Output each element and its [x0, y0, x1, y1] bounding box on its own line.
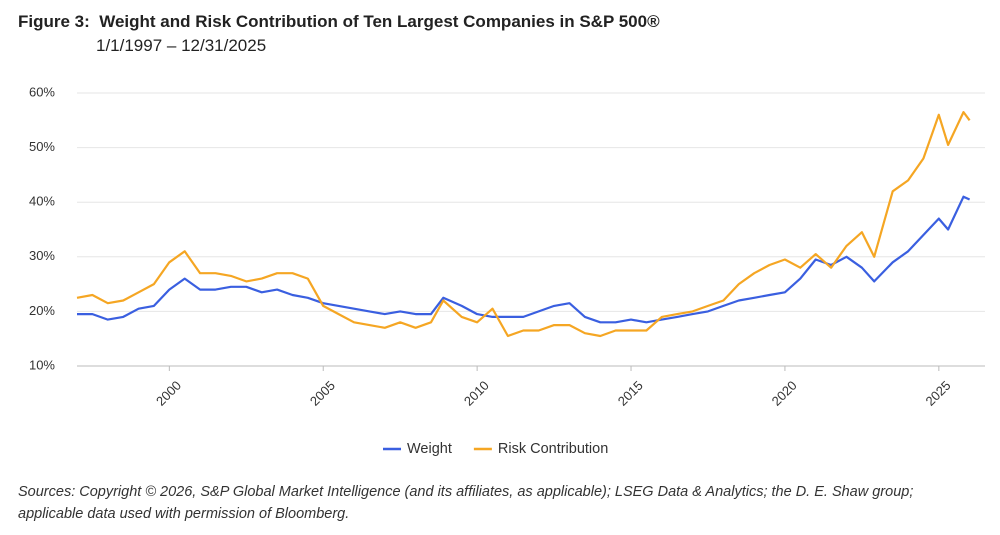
chart-subtitle: 1/1/1997 – 12/31/2025: [96, 36, 267, 55]
y-tick-label: 20%: [29, 303, 55, 318]
x-tick-label: 2015: [615, 378, 646, 409]
y-tick-label: 40%: [29, 194, 55, 209]
y-tick-label: 30%: [29, 248, 55, 263]
x-tick-label: 2005: [307, 378, 338, 409]
legend-label: Risk Contribution: [498, 441, 608, 457]
y-tick-label: 50%: [29, 139, 55, 154]
x-tick-label: 2010: [461, 378, 492, 409]
x-tick-label: 2025: [923, 378, 954, 409]
legend-label: Weight: [407, 441, 452, 457]
source-note: Sources: Copyright © 2026, S&P Global Ma…: [18, 484, 914, 522]
y-tick-label: 60%: [29, 84, 55, 99]
x-tick-label: 2020: [769, 378, 800, 409]
data-line: [76, 111, 971, 338]
chart-title: Figure 3: Weight and Risk Contribution o…: [18, 12, 660, 31]
x-tick-label: 2000: [153, 378, 184, 409]
y-tick-label: 10%: [29, 357, 55, 372]
